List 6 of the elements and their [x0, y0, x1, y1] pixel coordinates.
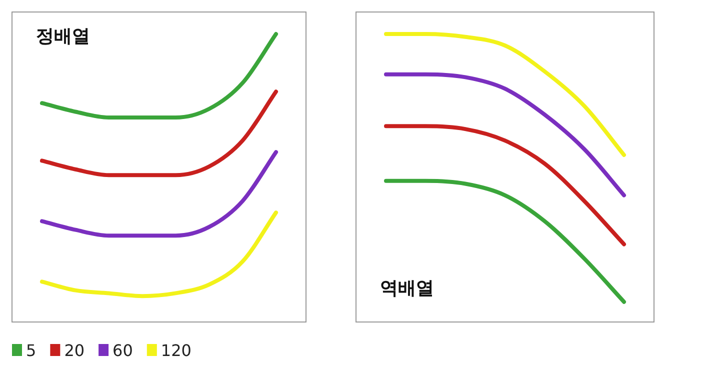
legend-label: 20 — [64, 341, 85, 360]
legend-label: 120 — [160, 341, 192, 360]
legend-label: 60 — [112, 341, 133, 360]
legend-label: 5 — [26, 341, 36, 360]
text: 역배열 — [380, 278, 434, 299]
chart-title: 정배열 — [36, 26, 90, 47]
